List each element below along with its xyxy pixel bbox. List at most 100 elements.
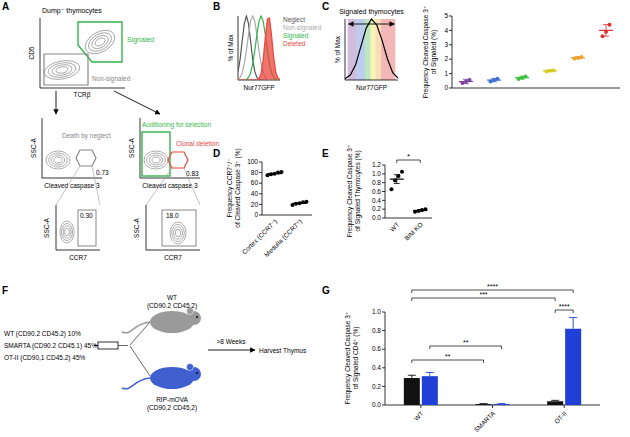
gate-value: 0.83 (186, 170, 199, 177)
legend-entry: Non-signaled (283, 24, 322, 32)
plot-frame (140, 178, 200, 179)
time-label: >8 Weeks (217, 338, 247, 345)
arrow (349, 24, 395, 25)
syringe (98, 342, 118, 349)
line (238, 16, 280, 80)
axis-label: SSC-A (43, 217, 50, 238)
panel-letter: B (213, 1, 220, 12)
x-axis-label: Nur77GFP (243, 84, 274, 91)
mean-line (515, 77, 529, 78)
significance: *** (479, 291, 487, 298)
y-tick-label: 0.8 (372, 327, 381, 334)
panel-letter: F (2, 285, 8, 296)
contour (63, 226, 71, 238)
bar (476, 404, 492, 405)
error-bar (394, 175, 400, 184)
contour (149, 155, 162, 165)
significance: * (407, 152, 410, 161)
plot-area (345, 19, 398, 79)
significance-bracket (555, 310, 573, 313)
mean-line (543, 70, 557, 71)
y-tick-label: 2 (444, 55, 448, 62)
bar (547, 401, 563, 405)
y-axis (345, 19, 346, 80)
zoom-line (92, 166, 100, 205)
y-axis (452, 16, 453, 88)
significance: ** (463, 339, 469, 346)
axis-label: CD5 (28, 46, 35, 59)
significance: **** (559, 303, 570, 310)
donor-label: SMARTA (CD90.2 CD45.1) 45% (4, 342, 97, 350)
x-axis (262, 215, 312, 216)
contour (172, 224, 184, 241)
arrow (114, 91, 160, 114)
y-tick-label: 20 (251, 201, 259, 208)
contour (43, 58, 82, 82)
point (580, 55, 584, 59)
y-tick (382, 405, 385, 406)
error-bar (575, 57, 581, 59)
contour (55, 66, 68, 74)
mouse-body (150, 311, 194, 333)
significance: **** (487, 283, 498, 290)
plot-frame (42, 178, 102, 179)
contour (51, 155, 64, 165)
contour (144, 151, 168, 169)
y-tick (449, 16, 452, 17)
x-tick (564, 405, 565, 408)
contour (65, 228, 70, 235)
contour (152, 157, 160, 163)
plot-area (238, 16, 280, 80)
area (238, 18, 280, 80)
panel-title: Dump⁻ thymocytes (42, 7, 102, 15)
error-bar (426, 372, 434, 376)
y-tick (259, 183, 262, 184)
legend-entry: Signaled (283, 32, 309, 40)
line (238, 16, 280, 80)
zoom-line (146, 168, 172, 205)
axis-label: TCRβ (73, 91, 90, 99)
error-bar (480, 403, 488, 404)
y-tick-label: 60 (251, 179, 259, 186)
error-bar (417, 210, 423, 212)
x-tick-label: BIM KO (403, 221, 424, 242)
error-bar (463, 79, 469, 83)
y-tick-label: 0.0 (372, 401, 381, 408)
syringe-plunger (94, 345, 98, 346)
endpoint-label: Harvest Thymus (259, 347, 307, 355)
y-tick (382, 200, 385, 201)
plot-area (459, 23, 613, 85)
mouse-eye (196, 372, 198, 374)
y-tick-label: 0.2 (372, 205, 381, 212)
plot-frame (40, 18, 41, 88)
host-label: (CD90.2 CD45.2) (147, 302, 197, 310)
gate (78, 210, 96, 246)
mean-line (571, 57, 585, 58)
y-tick (259, 204, 262, 205)
y-tick (382, 386, 385, 387)
significance-bracket (412, 298, 555, 301)
significance-bracket (430, 346, 502, 349)
y-axis-label: Frequency Cleaved Caspase 3⁺ (346, 145, 354, 238)
error-bar (408, 375, 416, 378)
y-tick-label: 5 (444, 12, 448, 19)
bar (404, 378, 420, 405)
donor-label: OT-II (CD90,1 CD45.2) 45% (4, 354, 85, 362)
error-bar (603, 25, 609, 37)
y-tick (449, 44, 452, 45)
gate (142, 132, 170, 176)
significance-bracket (412, 290, 573, 293)
mean-line (413, 210, 427, 211)
gate-label: Signaled (127, 36, 154, 44)
contour (60, 221, 74, 243)
mouse-eye (196, 316, 198, 318)
y-tick (382, 182, 385, 183)
arrow (56, 91, 57, 114)
y-axis (385, 312, 386, 405)
gate-band (381, 19, 395, 80)
contour (46, 151, 70, 169)
bar (422, 376, 438, 405)
significance-bracket (412, 360, 484, 363)
panel-letter: A (2, 1, 9, 12)
chart-title: Signaled thymocytes (339, 8, 404, 16)
